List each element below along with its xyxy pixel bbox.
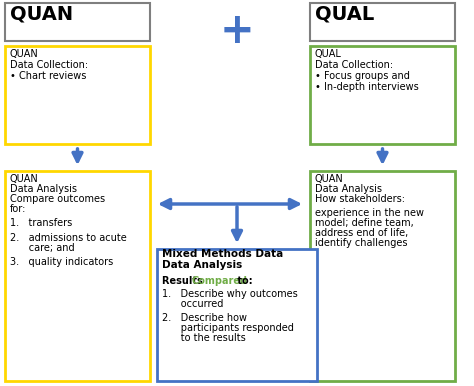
Text: QUAL: QUAL <box>315 4 374 23</box>
Text: +: + <box>219 10 255 52</box>
Text: to:: to: <box>234 276 253 286</box>
Text: Compare outcomes: Compare outcomes <box>10 194 105 204</box>
Text: QUAN: QUAN <box>315 174 344 184</box>
Text: 1.   Describe why outcomes: 1. Describe why outcomes <box>162 289 298 299</box>
Text: Mixed Methods Data: Mixed Methods Data <box>162 249 283 259</box>
Text: Data Analysis: Data Analysis <box>10 184 77 194</box>
Text: How stakeholders:: How stakeholders: <box>315 194 405 204</box>
Text: • Chart reviews: • Chart reviews <box>10 71 86 81</box>
Text: • In-depth interviews: • In-depth interviews <box>315 82 419 92</box>
Text: address end of life,: address end of life, <box>315 228 408 238</box>
Text: occurred: occurred <box>162 299 223 309</box>
Text: QUAN: QUAN <box>10 4 73 23</box>
Text: Data Analysis: Data Analysis <box>162 260 242 270</box>
Text: Compared: Compared <box>192 276 248 286</box>
Text: 2.   admissions to acute: 2. admissions to acute <box>10 233 127 243</box>
Text: Data Collection:: Data Collection: <box>315 60 393 70</box>
FancyBboxPatch shape <box>5 3 150 41</box>
Text: model; define team,: model; define team, <box>315 218 414 228</box>
Text: participants responded: participants responded <box>162 323 294 333</box>
Text: care; and: care; and <box>10 243 74 253</box>
Text: 1.   transfers: 1. transfers <box>10 218 72 228</box>
Text: QUAN: QUAN <box>10 174 39 184</box>
Text: for:: for: <box>10 204 27 214</box>
Text: experience in the new: experience in the new <box>315 208 424 218</box>
FancyBboxPatch shape <box>157 249 317 381</box>
FancyBboxPatch shape <box>310 46 455 144</box>
Text: QUAL: QUAL <box>315 49 342 59</box>
Text: • Focus groups and: • Focus groups and <box>315 71 410 81</box>
Text: 2.   Describe how: 2. Describe how <box>162 313 247 323</box>
FancyBboxPatch shape <box>310 3 455 41</box>
Text: identify challenges: identify challenges <box>315 238 408 248</box>
FancyBboxPatch shape <box>5 171 150 381</box>
Text: Data Analysis: Data Analysis <box>315 184 382 194</box>
Text: 3.   quality indicators: 3. quality indicators <box>10 257 113 267</box>
Text: QUAN: QUAN <box>10 49 39 59</box>
Text: Data Collection:: Data Collection: <box>10 60 88 70</box>
FancyBboxPatch shape <box>5 46 150 144</box>
FancyBboxPatch shape <box>310 171 455 381</box>
Text: Results: Results <box>162 276 206 286</box>
Text: to the results: to the results <box>162 333 246 343</box>
